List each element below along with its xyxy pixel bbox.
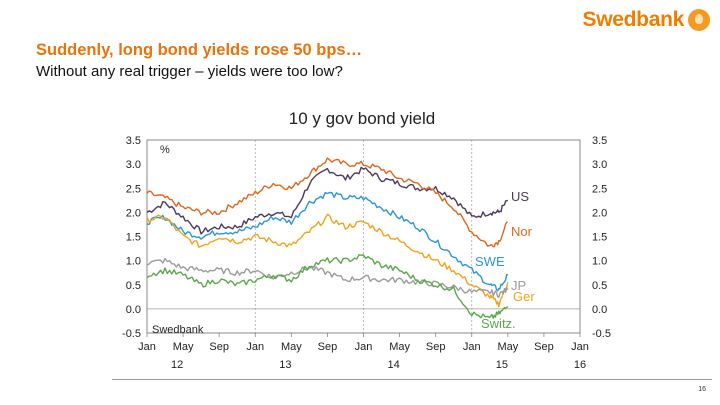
y-tick-label-left: 2.0 (126, 207, 141, 219)
chart-axes: 3.5 3.5 3.0 3.0 2.5 2.5 2.0 2.0 1.5 1.5 1.0 1.0 0.5 0… (122, 135, 611, 371)
x-tick-label: Jan (246, 341, 264, 353)
y-tick-label-right: 0.5 (592, 280, 607, 292)
y-tick-label-right: 3.5 (592, 135, 607, 147)
unit-label: % (160, 144, 170, 156)
x-tick-label: Sep (318, 341, 338, 353)
x-tick-label: May (173, 341, 194, 353)
swedbank-logo: Swedbank (583, 8, 710, 32)
x-year-label: 13 (279, 359, 291, 371)
y-tick-label-left: 0.5 (126, 280, 141, 292)
x-tick-label: May (497, 341, 518, 353)
x-tick-label: Jan (463, 341, 481, 353)
y-tick-label-left: -0.5 (122, 328, 141, 340)
x-tick-label: Sep (209, 341, 229, 353)
y-tick-label-right: -0.5 (592, 328, 611, 340)
y-tick-label-right: 2.0 (592, 207, 607, 219)
series-label-jp: JP (511, 278, 526, 293)
series-line-jp (146, 257, 509, 298)
y-tick-label-right: 0.0 (592, 304, 607, 316)
logo-text: Swedbank (582, 8, 685, 31)
y-tick-label-right: 3.0 (592, 159, 607, 171)
y-tick-label-left: 2.5 (126, 183, 141, 195)
x-year-label: 12 (171, 359, 183, 371)
slide-subtitle: Without any real trigger – yields were t… (36, 63, 343, 80)
x-tick-label: Sep (534, 341, 554, 353)
footer-rule (112, 379, 712, 380)
y-tick-label-left: 3.0 (126, 159, 141, 171)
source-label: Swedbank (152, 324, 204, 336)
chart-series (146, 157, 509, 319)
series-line-nor (146, 157, 508, 248)
y-tick-label-right: 1.5 (592, 232, 607, 244)
chart-grid (254, 140, 473, 333)
series-label-ger: Ger (513, 289, 535, 304)
series-label-swe: SWE (475, 254, 505, 269)
x-tick-label: Jan (355, 341, 373, 353)
oak-tree-icon (688, 9, 710, 31)
series-line-switz (146, 254, 509, 319)
y-tick-label-right: 2.5 (592, 183, 607, 195)
series-label-us: US (511, 189, 529, 204)
x-year-label: 15 (496, 359, 508, 371)
series-label-nor: Nor (511, 224, 533, 239)
chart-title: 10 y gov bond yield (289, 109, 436, 128)
y-tick-label-right: 1.0 (592, 256, 607, 268)
slide-title: Suddenly, long bond yields rose 50 bps… (36, 41, 363, 59)
page-number: 16 (698, 386, 706, 393)
series-line-ger (146, 213, 509, 308)
series-line-swe (146, 191, 509, 292)
y-tick-label-left: 1.0 (126, 256, 141, 268)
x-tick-label: Sep (426, 341, 446, 353)
x-year-label: 14 (388, 359, 400, 371)
y-tick-label-left: 3.5 (126, 135, 141, 147)
series-label-switz: Switz. (481, 316, 516, 331)
x-year-label: 16 (574, 359, 586, 371)
x-tick-label: Jan (571, 341, 589, 353)
x-tick-label: Jan (138, 341, 156, 353)
x-tick-label: May (389, 341, 410, 353)
series-line-us (146, 166, 509, 235)
x-tick-label: May (281, 341, 302, 353)
y-tick-label-left: 0.0 (126, 304, 141, 316)
y-tick-label-left: 1.5 (126, 232, 141, 244)
